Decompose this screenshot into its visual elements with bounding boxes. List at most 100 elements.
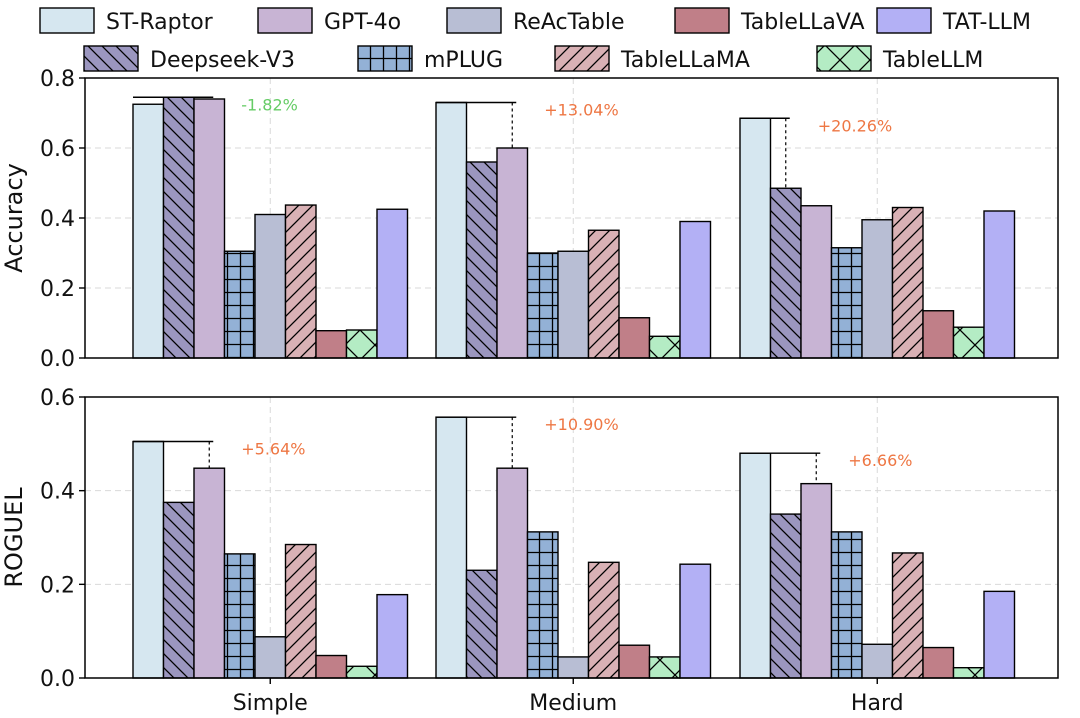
legend-swatch-tablellava [675, 8, 729, 33]
bar-hatch-mplug-medium [527, 531, 558, 678]
bar-st-raptor-hard [740, 453, 771, 678]
legend-swatch-outline-reactable [446, 7, 502, 34]
bar-hatch-tablellm-simple [346, 666, 377, 678]
bar-hatch-tablellama-hard [892, 552, 923, 678]
legend-swatch-outline-deepseek-v3 [83, 45, 139, 72]
y-axis-title: Accuracy [0, 163, 28, 273]
bar-st-raptor-medium [436, 417, 467, 678]
bar-gpt-4o-medium [497, 148, 528, 358]
annotation-hard: +6.66% [740, 451, 912, 484]
y-tick-label: 0.8 [40, 67, 75, 92]
bar-hatch-tablellm-simple [346, 330, 377, 358]
bar-hatch-tablellama-medium [588, 230, 619, 358]
accuracy-panel: -1.82% +13.04% +20.26% 0.0 0.2 0.4 0.6 0.8 Accur… [0, 67, 1059, 372]
legend-item-tablellm: TableLLM [816, 45, 983, 73]
bar-tablellava-hard [923, 310, 954, 358]
annotation-label-hard: +20.26% [818, 116, 892, 135]
legend-swatch-tat-llm [877, 8, 931, 33]
y-tick-label: 0.6 [40, 137, 75, 162]
x-tick-label-medium: Medium [529, 691, 617, 716]
bar-hatch-deepseek-v3-simple [163, 502, 194, 678]
annotation-simple: +5.64% [133, 439, 305, 469]
bar-hatch-mplug-simple [224, 553, 255, 678]
bar-reactable-hard [862, 644, 893, 678]
legend-swatch-outline-gpt-4o [257, 7, 313, 34]
bar-gpt-4o-hard [801, 205, 832, 358]
bar-reactable-simple [255, 214, 286, 358]
bar-hatch-deepseek-v3-medium [466, 570, 497, 678]
legend-swatch-reactable [447, 8, 501, 33]
x-tick-label-hard: Hard [851, 691, 904, 716]
legend-item-deepseek-v3: Deepseek-V3 [83, 45, 295, 73]
bar-tat-llm-hard [984, 591, 1015, 678]
annotation-label-simple: +5.64% [241, 439, 305, 458]
y-tick-label: 0.6 [40, 386, 75, 411]
bar-tat-llm-simple [377, 209, 408, 358]
bar-hatch-tablellm-hard [953, 327, 984, 358]
y-tick-label: 0.0 [40, 667, 75, 692]
legend-label-reactable: ReAcTable [513, 10, 624, 35]
bar-tat-llm-medium [680, 564, 711, 678]
legend-item-reactable: ReAcTable [446, 7, 624, 35]
legend: ST-Raptor GPT-4o ReAcTable TableLLaVA TAT-LL… [39, 7, 1031, 73]
legend-label-st-raptor: ST-Raptor [106, 10, 214, 35]
legend-swatch-outline-mplug [357, 45, 413, 72]
bar-gpt-4o-simple [194, 468, 225, 678]
annotation-hard: +20.26% [740, 116, 892, 189]
bar-hatch-tablellm-hard [953, 667, 984, 678]
bar-hatch-deepseek-v3-simple [163, 97, 194, 358]
roguel-panel: +5.64% +10.90% +6.66% 0.0 0.2 0.4 0.6 ROGUEL Sim… [0, 386, 1059, 716]
bar-tablellava-simple [316, 655, 347, 678]
legend-label-tat-llm: TAT-LLM [942, 10, 1031, 35]
bar-hatch-tablellama-simple [285, 544, 316, 678]
annotation-label-medium: +13.04% [544, 101, 618, 120]
legend-label-deepseek-v3: Deepseek-V3 [150, 48, 295, 73]
legend-swatch-outline-tablellava [674, 7, 730, 34]
x-tick-label-simple: Simple [233, 691, 308, 716]
legend-swatch-gpt-4o [258, 8, 312, 33]
legend-swatch-hatch-mplug [358, 46, 412, 71]
legend-label-tablellm: TableLLM [882, 48, 983, 73]
legend-item-gpt-4o: GPT-4o [257, 7, 401, 35]
bar-st-raptor-hard [740, 118, 771, 358]
legend-item-tat-llm: TAT-LLM [876, 7, 1031, 35]
bar-reactable-simple [255, 636, 286, 678]
bar-hatch-tablellm-medium [649, 336, 680, 358]
legend-label-gpt-4o: GPT-4o [324, 10, 401, 35]
bar-hatch-mplug-simple [224, 251, 255, 358]
bar-tat-llm-hard [984, 211, 1015, 358]
y-tick-label: 0.2 [40, 277, 75, 302]
legend-swatch-outline-tat-llm [876, 7, 932, 34]
legend-swatch-st-raptor [40, 8, 94, 33]
legend-swatch-outline-st-raptor [39, 7, 95, 34]
bar-gpt-4o-hard [801, 483, 832, 678]
bar-reactable-medium [558, 251, 589, 358]
bar-gpt-4o-simple [194, 99, 225, 358]
legend-swatch-outline-tablellm [816, 45, 872, 72]
bar-st-raptor-simple [133, 104, 164, 358]
bar-tablellava-medium [619, 645, 650, 678]
legend-swatch-hatch-tablellama [555, 46, 609, 71]
bar-gpt-4o-medium [497, 468, 528, 678]
bar-tablellava-hard [923, 647, 954, 678]
legend-item-tablellava: TableLLaVA [674, 7, 865, 35]
annotation-label-medium: +10.90% [544, 415, 618, 434]
bar-hatch-tablellm-medium [649, 656, 680, 678]
bar-hatch-tablellama-simple [285, 205, 316, 358]
bar-hatch-mplug-hard [831, 247, 862, 358]
bar-hatch-tablellama-hard [892, 207, 923, 358]
y-tick-label: 0.0 [40, 347, 75, 372]
legend-label-tablellama: TableLLaMA [620, 48, 750, 73]
legend-swatch-hatch-tablellm [817, 46, 871, 71]
bar-hatch-tablellama-medium [588, 562, 619, 678]
bar-hatch-deepseek-v3-hard [770, 188, 801, 358]
bar-hatch-deepseek-v3-medium [466, 162, 497, 358]
bar-tat-llm-medium [680, 221, 711, 358]
legend-label-tablellava: TableLLaVA [740, 10, 865, 35]
bar-hatch-mplug-hard [831, 531, 862, 678]
annotation-medium: +13.04% [436, 101, 619, 148]
bar-tablellava-medium [619, 317, 650, 358]
legend-label-mplug: mPLUG [424, 48, 503, 73]
y-tick-label: 0.4 [40, 480, 75, 505]
